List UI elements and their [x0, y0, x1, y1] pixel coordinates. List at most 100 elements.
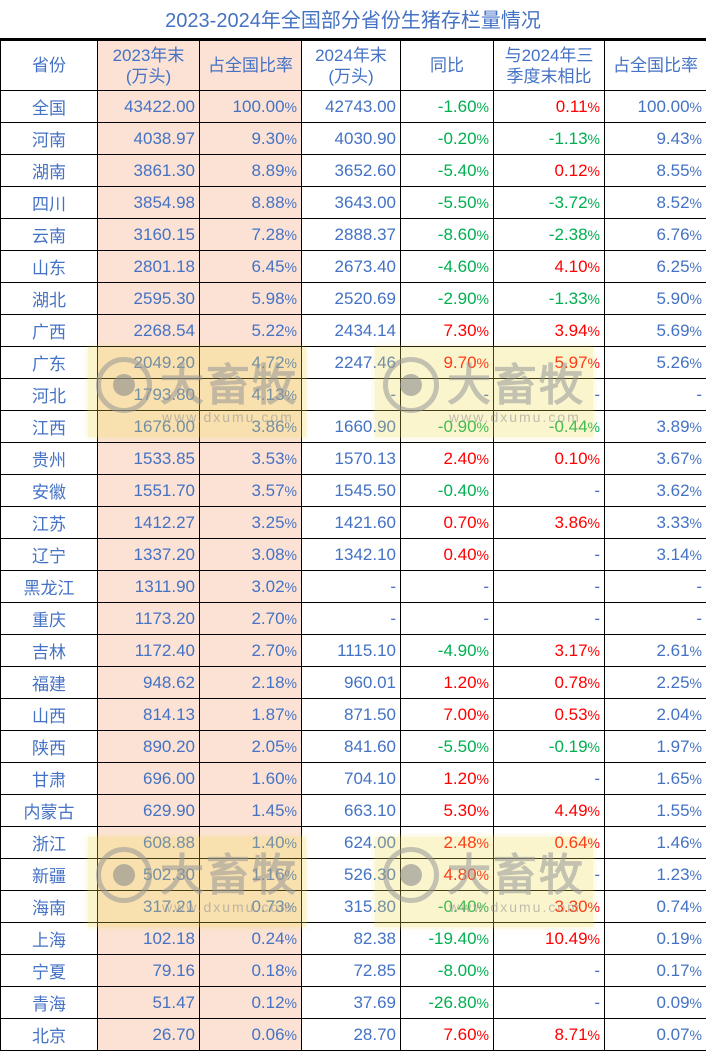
- cell-end-2023-value: 3861.30: [134, 161, 195, 180]
- percent-sign: %: [285, 675, 297, 691]
- cell-end-2023: 51.47: [98, 987, 200, 1019]
- cell-share-2024: 5.90%: [605, 283, 706, 315]
- header-share-2024: 占全国比率: [605, 41, 706, 91]
- cell-vs-q3-2024: -: [494, 859, 605, 891]
- cell-vs-q3-2024: 3.86%: [494, 507, 605, 539]
- cell-yoy: -8.60%: [401, 219, 494, 251]
- cell-province-value: 上海: [32, 931, 66, 950]
- cell-share-2024: 2.61%: [605, 635, 706, 667]
- cell-vs-q3-2024-value: 3.94%: [554, 321, 600, 340]
- cell-end-2024: 42743.00: [302, 91, 401, 123]
- cell-end-2024: -: [302, 379, 401, 411]
- cell-share-2024-value: 3.14%: [656, 545, 702, 564]
- cell-province: 广东: [1, 347, 98, 379]
- cell-end-2024-value: 2888.37: [335, 225, 396, 244]
- cell-share-2023: 1.16%: [200, 859, 302, 891]
- percent-sign: %: [285, 995, 297, 1011]
- cell-end-2024-value: 3652.60: [335, 161, 396, 180]
- cell-yoy-value: 7.00%: [443, 705, 489, 724]
- cell-vs-q3-2024-value: 10.49%: [545, 929, 600, 948]
- percent-sign: %: [690, 963, 702, 979]
- cell-end-2023: 102.18: [98, 923, 200, 955]
- cell-share-2024: 0.17%: [605, 955, 706, 987]
- cell-share-2024-value: 8.52%: [656, 193, 702, 212]
- cell-share-2024: 1.46%: [605, 827, 706, 859]
- percent-sign: %: [285, 259, 297, 275]
- cell-end-2024: 315.80: [302, 891, 401, 923]
- cell-end-2023: 1551.70: [98, 475, 200, 507]
- cell-yoy-value: -8.00%: [438, 961, 489, 980]
- cell-end-2023: 43422.00: [98, 91, 200, 123]
- cell-yoy: -0.90%: [401, 411, 494, 443]
- cell-end-2023: 1173.20: [98, 603, 200, 635]
- percent-sign: %: [285, 579, 297, 595]
- percent-sign: %: [588, 163, 600, 179]
- cell-end-2024: 2434.14: [302, 315, 401, 347]
- cell-share-2024: 5.69%: [605, 315, 706, 347]
- cell-share-2023: 100.00%: [200, 91, 302, 123]
- cell-yoy: 0.70%: [401, 507, 494, 539]
- cell-province-value: 辽宁: [32, 547, 66, 566]
- cell-share-2024: -: [605, 379, 706, 411]
- cell-province: 湖北: [1, 283, 98, 315]
- cell-vs-q3-2024-value: -: [594, 993, 600, 1012]
- cell-end-2024-value: 28.70: [353, 1025, 396, 1044]
- cell-end-2023-value: 948.62: [143, 673, 195, 692]
- cell-share-2023-value: 0.12%: [251, 993, 297, 1012]
- percent-sign: %: [477, 419, 489, 435]
- percent-sign: %: [285, 355, 297, 371]
- header-end-2024: 2024年末(万头): [302, 41, 401, 91]
- percent-sign: %: [690, 451, 702, 467]
- cell-vs-q3-2024: 0.78%: [494, 667, 605, 699]
- cell-province: 山西: [1, 699, 98, 731]
- cell-share-2024: 8.55%: [605, 155, 706, 187]
- cell-end-2023-value: 502.30: [143, 865, 195, 884]
- cell-end-2023: 1676.00: [98, 411, 200, 443]
- percent-sign: %: [477, 259, 489, 275]
- cell-share-2024: 8.52%: [605, 187, 706, 219]
- cell-end-2024: 2673.40: [302, 251, 401, 283]
- cell-yoy-value: -5.50%: [438, 193, 489, 212]
- cell-share-2023-value: 0.73%: [251, 897, 297, 916]
- cell-end-2024: 82.38: [302, 923, 401, 955]
- cell-province-value: 湖北: [32, 291, 66, 310]
- cell-end-2024-value: 2247.46: [335, 353, 396, 372]
- percent-sign: %: [477, 995, 489, 1011]
- cell-end-2023-value: 4038.97: [134, 129, 195, 148]
- cell-share-2023-value: 6.45%: [251, 257, 297, 276]
- percent-sign: %: [690, 291, 702, 307]
- cell-end-2024-value: 841.60: [344, 737, 396, 756]
- cell-yoy-value: -0.40%: [438, 481, 489, 500]
- percent-sign: %: [477, 1027, 489, 1043]
- cell-province: 江苏: [1, 507, 98, 539]
- cell-end-2023: 696.00: [98, 763, 200, 795]
- cell-end-2024-value: 3643.00: [335, 193, 396, 212]
- cell-province-value: 广西: [32, 323, 66, 342]
- cell-province: 全国: [1, 91, 98, 123]
- percent-sign: %: [285, 803, 297, 819]
- cell-share-2023: 8.89%: [200, 155, 302, 187]
- cell-share-2024: 5.26%: [605, 347, 706, 379]
- cell-share-2023: 6.45%: [200, 251, 302, 283]
- cell-province: 河北: [1, 379, 98, 411]
- cell-province-value: 陕西: [32, 739, 66, 758]
- percent-sign: %: [690, 195, 702, 211]
- percent-sign: %: [588, 739, 600, 755]
- cell-share-2023: 0.73%: [200, 891, 302, 923]
- cell-vs-q3-2024: -0.44%: [494, 411, 605, 443]
- cell-end-2024-value: 624.00: [344, 833, 396, 852]
- cell-yoy-value: 1.20%: [443, 769, 489, 788]
- percent-sign: %: [477, 899, 489, 915]
- percent-sign: %: [588, 835, 600, 851]
- cell-share-2024: -: [605, 603, 706, 635]
- cell-share-2024-value: 1.65%: [656, 769, 702, 788]
- cell-vs-q3-2024: -: [494, 987, 605, 1019]
- cell-end-2024: 2520.69: [302, 283, 401, 315]
